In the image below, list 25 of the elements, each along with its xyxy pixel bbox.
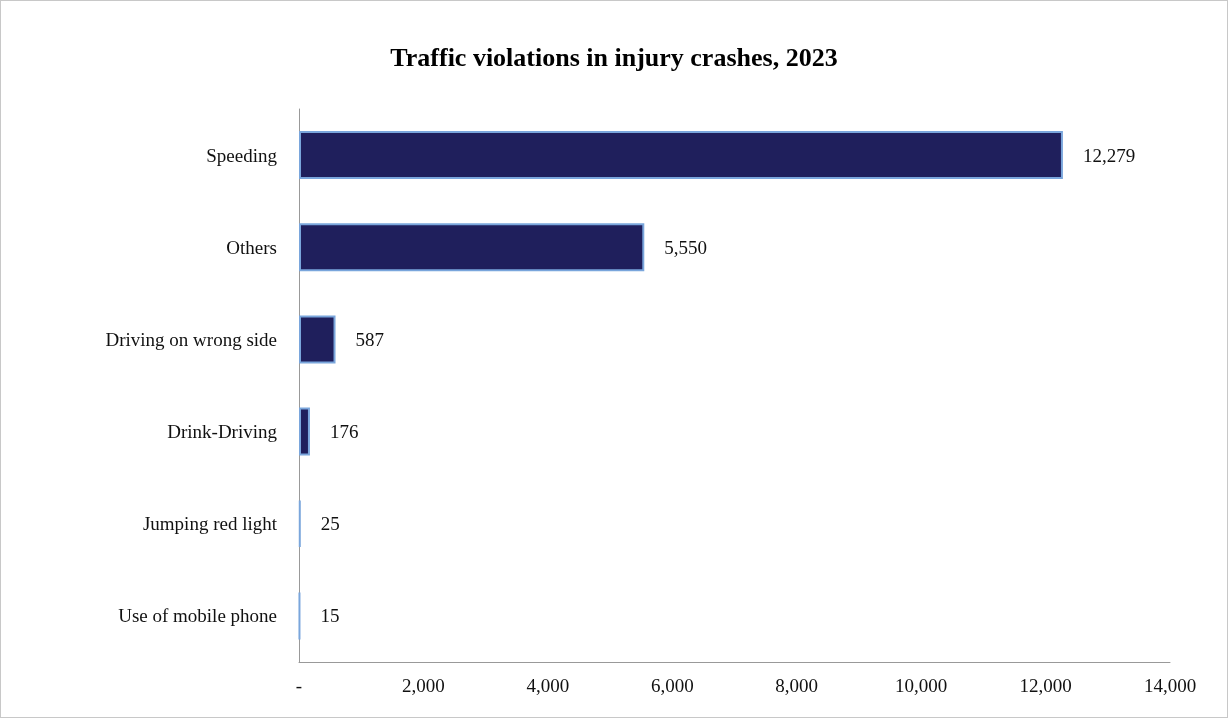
y-tick-label: Jumping red light xyxy=(142,513,278,535)
data-label: 12,279 xyxy=(1082,144,1136,166)
bar xyxy=(299,223,645,272)
x-tick-label: - xyxy=(295,675,303,696)
data-label: 25 xyxy=(320,513,340,535)
data-label: 15 xyxy=(320,605,340,627)
x-tick-label: 8,000 xyxy=(775,675,819,696)
y-tick-label: Drink-Driving xyxy=(167,421,278,443)
x-tick-label: 14,000 xyxy=(1143,675,1197,696)
data-label: 176 xyxy=(329,421,359,443)
x-tick-label: 12,000 xyxy=(1019,675,1072,696)
x-tick-label: 10,000 xyxy=(895,675,948,696)
chart-title: Traffic violations in injury crashes, 2023 xyxy=(390,42,838,72)
y-tick-label: Use of mobile phone xyxy=(118,605,277,627)
y-tick-label: Speeding xyxy=(206,144,278,166)
x-tick-label: 6,000 xyxy=(650,675,694,696)
x-tick-label: 2,000 xyxy=(402,675,445,696)
data-label: 587 xyxy=(355,328,385,350)
y-tick-label: Driving on wrong side xyxy=(105,328,277,350)
x-tick-label: 4,000 xyxy=(526,675,570,696)
y-tick-label: Others xyxy=(226,236,277,258)
bar xyxy=(299,315,336,364)
bar xyxy=(299,407,310,456)
data-label: 5,550 xyxy=(664,236,708,258)
bar xyxy=(299,131,1063,180)
